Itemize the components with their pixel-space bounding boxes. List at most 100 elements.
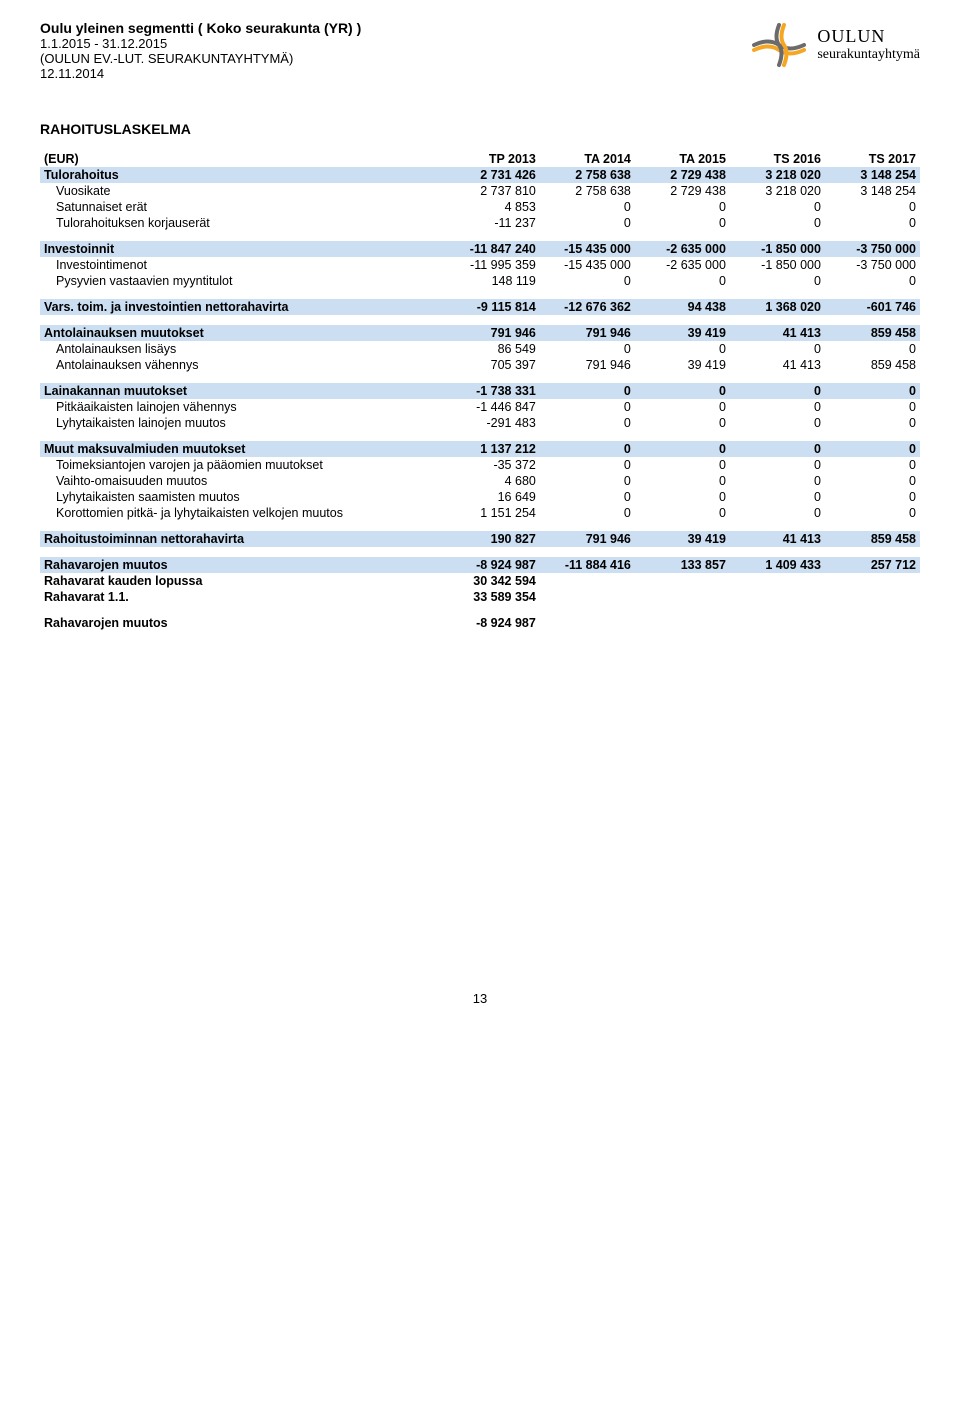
- row-value: 2 758 638: [540, 167, 635, 183]
- spacer-cell: [40, 289, 920, 299]
- row-value: 133 857: [635, 557, 730, 573]
- table-row: Tulorahoitus2 731 4262 758 6382 729 4383…: [40, 167, 920, 183]
- row-value: -2 635 000: [635, 241, 730, 257]
- table-row: [40, 315, 920, 325]
- row-value: [825, 589, 920, 605]
- financial-table: (EUR) TP 2013 TA 2014 TA 2015 TS 2016 TS…: [40, 151, 920, 631]
- row-value: 2 729 438: [635, 183, 730, 199]
- row-value: -1 850 000: [730, 241, 825, 257]
- table-row: Antolainauksen lisäys86 5490000: [40, 341, 920, 357]
- row-value: [825, 573, 920, 589]
- table-row: Vaihto-omaisuuden muutos4 6800000: [40, 473, 920, 489]
- row-value: 0: [730, 473, 825, 489]
- row-value: [730, 573, 825, 589]
- row-label: Pitkäaikaisten lainojen vähennys: [40, 399, 445, 415]
- logo-text-sub: seurakuntayhtymä: [817, 47, 920, 62]
- col-header: TS 2017: [825, 151, 920, 167]
- row-value: 0: [540, 341, 635, 357]
- row-value: 791 946: [445, 325, 540, 341]
- row-label: Toimeksiantojen varojen ja pääomien muut…: [40, 457, 445, 473]
- table-row: Lainakannan muutokset-1 738 3310000: [40, 383, 920, 399]
- row-value: 859 458: [825, 325, 920, 341]
- row-value: 0: [635, 199, 730, 215]
- row-value: 30 342 594: [445, 573, 540, 589]
- col-header: (EUR): [40, 151, 445, 167]
- row-value: -9 115 814: [445, 299, 540, 315]
- logo-text: OULUN seurakuntayhtymä: [817, 27, 920, 62]
- row-value: 0: [730, 399, 825, 415]
- row-label: Rahavarojen muutos: [40, 615, 445, 631]
- row-value: 0: [540, 415, 635, 431]
- row-value: -2 635 000: [635, 257, 730, 273]
- row-value: 3 148 254: [825, 167, 920, 183]
- table-row: Rahoitustoiminnan nettorahavirta190 8277…: [40, 531, 920, 547]
- row-label: Muut maksuvalmiuden muutokset: [40, 441, 445, 457]
- row-value: 0: [825, 383, 920, 399]
- row-value: 0: [540, 215, 635, 231]
- row-label: Investointimenot: [40, 257, 445, 273]
- row-label: Rahavarat kauden lopussa: [40, 573, 445, 589]
- table-row: Muut maksuvalmiuden muutokset1 137 21200…: [40, 441, 920, 457]
- row-value: -601 746: [825, 299, 920, 315]
- row-value: -1 446 847: [445, 399, 540, 415]
- row-value: 0: [825, 441, 920, 457]
- table-row: Rahavarat 1.1.33 589 354: [40, 589, 920, 605]
- row-value: 0: [825, 341, 920, 357]
- row-value: 1 137 212: [445, 441, 540, 457]
- row-value: 859 458: [825, 357, 920, 373]
- row-value: [825, 615, 920, 631]
- table-row: Investoinnit-11 847 240-15 435 000-2 635…: [40, 241, 920, 257]
- row-value: 0: [730, 415, 825, 431]
- table-row: [40, 521, 920, 531]
- row-label: Antolainauksen vähennys: [40, 357, 445, 373]
- table-row: Rahavarat kauden lopussa30 342 594: [40, 573, 920, 589]
- page-header: Oulu yleinen segmentti ( Koko seurakunta…: [40, 20, 920, 81]
- row-value: 0: [540, 273, 635, 289]
- row-value: -1 738 331: [445, 383, 540, 399]
- row-label: Rahavarat 1.1.: [40, 589, 445, 605]
- table-row: Satunnaiset erät4 8530000: [40, 199, 920, 215]
- row-label: Tulorahoitus: [40, 167, 445, 183]
- row-value: 39 419: [635, 531, 730, 547]
- row-value: 0: [635, 489, 730, 505]
- row-value: 2 731 426: [445, 167, 540, 183]
- row-value: 4 853: [445, 199, 540, 215]
- col-header: TA 2015: [635, 151, 730, 167]
- col-header: TP 2013: [445, 151, 540, 167]
- row-value: 3 218 020: [730, 167, 825, 183]
- row-value: 3 148 254: [825, 183, 920, 199]
- row-value: 791 946: [540, 357, 635, 373]
- row-value: 0: [635, 383, 730, 399]
- spacer-cell: [40, 231, 920, 241]
- row-value: -1 850 000: [730, 257, 825, 273]
- row-value: -11 847 240: [445, 241, 540, 257]
- row-value: 0: [730, 441, 825, 457]
- col-header: TS 2016: [730, 151, 825, 167]
- header-org: (OULUN EV.-LUT. SEURAKUNTAYHTYMÄ): [40, 51, 749, 66]
- row-value: 0: [825, 489, 920, 505]
- spacer-cell: [40, 431, 920, 441]
- row-value: [635, 573, 730, 589]
- page-number: 13: [40, 991, 920, 1006]
- row-label: Tulorahoituksen korjauserät: [40, 215, 445, 231]
- row-value: 4 680: [445, 473, 540, 489]
- table-row: Lyhytaikaisten lainojen muutos-291 48300…: [40, 415, 920, 431]
- row-value: 2 737 810: [445, 183, 540, 199]
- row-value: 0: [635, 441, 730, 457]
- row-value: -11 995 359: [445, 257, 540, 273]
- row-value: 1 151 254: [445, 505, 540, 521]
- row-value: 2 729 438: [635, 167, 730, 183]
- row-value: 33 589 354: [445, 589, 540, 605]
- row-value: 0: [730, 383, 825, 399]
- table-row: Pysyvien vastaavien myyntitulot148 11900…: [40, 273, 920, 289]
- row-value: 791 946: [540, 531, 635, 547]
- table-header-row: (EUR) TP 2013 TA 2014 TA 2015 TS 2016 TS…: [40, 151, 920, 167]
- spacer-cell: [40, 605, 920, 615]
- row-value: 41 413: [730, 531, 825, 547]
- row-value: 0: [730, 341, 825, 357]
- table-row: Korottomien pitkä- ja lyhytaikaisten vel…: [40, 505, 920, 521]
- row-label: Vars. toim. ja investointien nettorahavi…: [40, 299, 445, 315]
- row-value: 3 218 020: [730, 183, 825, 199]
- row-value: 0: [825, 215, 920, 231]
- row-value: 0: [540, 505, 635, 521]
